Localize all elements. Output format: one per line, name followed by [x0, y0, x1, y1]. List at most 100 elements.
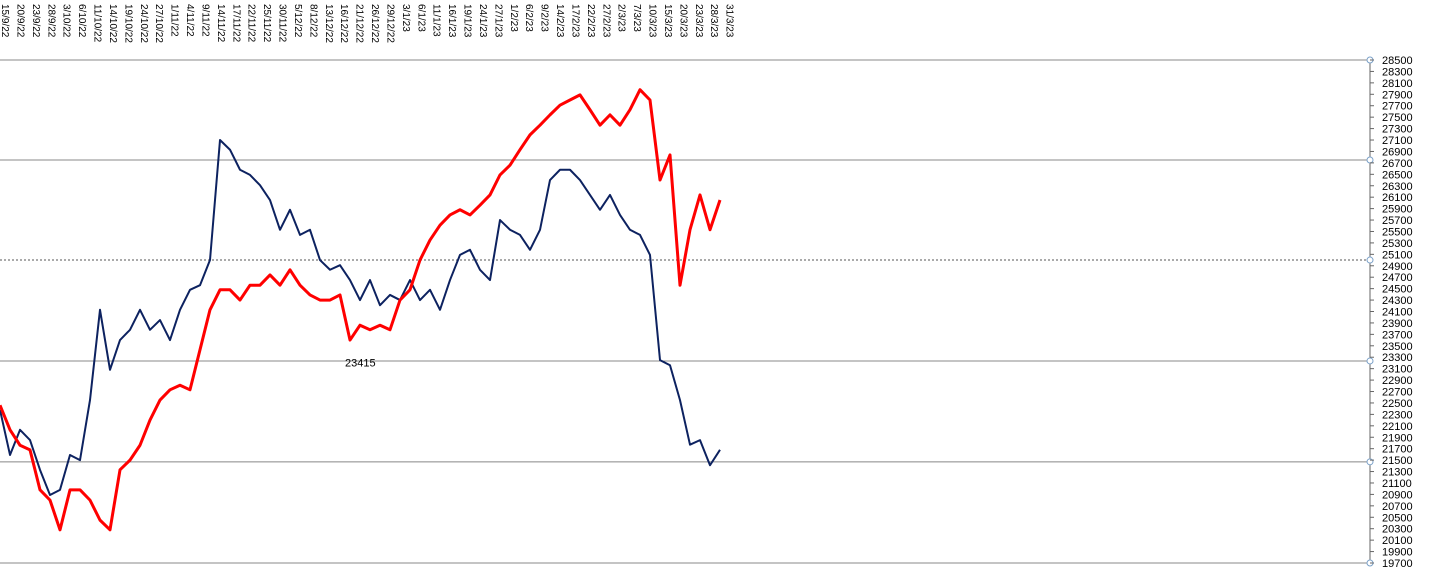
y-tick-label: 27900	[1382, 89, 1413, 101]
y-tick-label: 26100	[1382, 192, 1413, 204]
x-tick-label: 14/11/22	[215, 4, 226, 43]
y-tick-label: 27100	[1382, 135, 1413, 147]
x-tick-label: 9/2/23	[539, 4, 550, 32]
y-tick-label: 19900	[1382, 547, 1413, 559]
y-tick-label: 23300	[1382, 352, 1413, 364]
y-tick-label: 22300	[1382, 409, 1413, 421]
y-tick-label: 26300	[1382, 181, 1413, 193]
x-tick-label: 25/11/22	[261, 4, 272, 43]
y-tick-label: 27500	[1382, 112, 1413, 124]
x-tick-label: 31/3/23	[724, 4, 735, 38]
x-tick-label: 8/12/22	[307, 4, 318, 38]
y-tick-label: 27700	[1382, 101, 1413, 113]
y-tick-label: 23100	[1382, 364, 1413, 376]
y-tick-label: 22500	[1382, 398, 1413, 410]
x-tick-label: 6/2/23	[523, 4, 534, 32]
x-tick-label: 27/1/23	[492, 4, 503, 38]
x-tick-label: 14/10/22	[107, 4, 118, 43]
x-tick-label: 9/11/22	[199, 4, 210, 37]
x-tick-label: 20/3/23	[677, 4, 688, 38]
price-line	[0, 88, 722, 532]
level-handle	[1366, 256, 1374, 264]
y-tick-label: 24100	[1382, 307, 1413, 319]
x-tick-label: 1/11/22	[169, 4, 180, 37]
level-handle	[1366, 156, 1374, 164]
x-tick-label: 11/1/23	[431, 4, 442, 37]
x-tick-label: 10/3/23	[647, 4, 658, 38]
x-tick-label: 27/2/23	[600, 4, 611, 38]
x-tick-label: 29/12/22	[384, 4, 395, 43]
x-tick-label: 6/10/22	[76, 4, 87, 38]
y-tick-label: 27300	[1382, 124, 1413, 136]
x-tick-label: 4/11/22	[184, 4, 195, 37]
x-tick-label: 11/10/22	[92, 4, 103, 43]
y-tick-label: 26900	[1382, 146, 1413, 158]
x-tick-label: 1/2/23	[508, 4, 519, 32]
x-tick-label: 5/12/22	[292, 4, 303, 38]
y-tick-label: 28100	[1382, 78, 1413, 90]
y-tick-label: 21500	[1382, 455, 1413, 467]
y-tick-label: 20700	[1382, 501, 1413, 513]
y-tick-label: 22700	[1382, 387, 1413, 399]
x-tick-label: 27/10/22	[153, 4, 164, 43]
y-tick-label: 24500	[1382, 284, 1413, 296]
x-tick-label: 14/2/23	[554, 4, 565, 38]
price-line	[0, 139, 721, 496]
y-tick-label: 25700	[1382, 215, 1413, 227]
x-tick-label: 23/9/22	[30, 4, 41, 38]
x-tick-label: 13/12/22	[323, 4, 334, 43]
y-tick-label: 23500	[1382, 341, 1413, 353]
x-tick-label: 16/12/22	[338, 4, 349, 43]
x-tick-label: 7/3/23	[631, 4, 642, 32]
x-tick-label: 28/9/22	[45, 4, 56, 38]
y-tick-label: 23900	[1382, 318, 1413, 330]
x-tick-label: 17/11/22	[230, 4, 241, 43]
x-tick-label: 28/3/23	[708, 4, 719, 38]
x-tick-label: 24/1/23	[477, 4, 488, 38]
x-tick-label: 22/2/23	[585, 4, 596, 38]
y-tick-label: 20100	[1382, 535, 1413, 547]
y-tick-label: 25100	[1382, 249, 1413, 261]
x-tick-label: 30/11/22	[277, 4, 288, 43]
y-tick-label: 22900	[1382, 375, 1413, 387]
y-tick-label: 28500	[1382, 55, 1413, 67]
x-tick-label: 20/9/22	[14, 4, 25, 38]
y-tick-label: 20900	[1382, 489, 1413, 501]
x-tick-label: 15/9/22	[0, 4, 10, 38]
x-tick-label: 17/2/23	[569, 4, 580, 38]
y-tick-label: 22100	[1382, 421, 1413, 433]
y-tick-label: 19700	[1382, 558, 1413, 570]
y-tick-label: 23700	[1382, 329, 1413, 341]
y-tick-label: 26500	[1382, 169, 1413, 181]
x-tick-label: 24/10/22	[138, 4, 149, 43]
y-tick-label: 24700	[1382, 272, 1413, 284]
y-tick-label: 25300	[1382, 238, 1413, 250]
y-tick-label: 20500	[1382, 512, 1413, 524]
x-tick-label: 3/1/23	[400, 4, 411, 32]
x-tick-label: 21/12/22	[354, 4, 365, 43]
x-tick-label: 2/3/23	[616, 4, 627, 32]
x-tick-label: 3/10/22	[61, 4, 72, 38]
y-tick-label: 21900	[1382, 432, 1413, 444]
x-tick-label: 23/3/23	[693, 4, 704, 38]
x-tick-label: 22/11/22	[246, 4, 257, 43]
y-tick-label: 24900	[1382, 261, 1413, 273]
y-tick-label: 20300	[1382, 524, 1413, 536]
level-handle	[1366, 357, 1374, 365]
y-tick-label: 25900	[1382, 204, 1413, 216]
x-tick-label: 15/3/23	[662, 4, 673, 38]
x-tick-label: 16/1/23	[446, 4, 457, 38]
x-tick-label: 26/12/22	[369, 4, 380, 43]
y-tick-label: 21700	[1382, 444, 1413, 456]
x-tick-label: 19/10/22	[122, 4, 133, 43]
y-tick-label: 25500	[1382, 226, 1413, 238]
y-tick-label: 26700	[1382, 158, 1413, 170]
y-tick-label: 24300	[1382, 295, 1413, 307]
y-tick-label: 21300	[1382, 467, 1413, 479]
x-tick-label: 6/1/23	[415, 4, 426, 32]
annotation: 23415	[345, 358, 376, 370]
x-tick-label: 19/1/23	[462, 4, 473, 38]
y-tick-label: 28300	[1382, 66, 1413, 78]
